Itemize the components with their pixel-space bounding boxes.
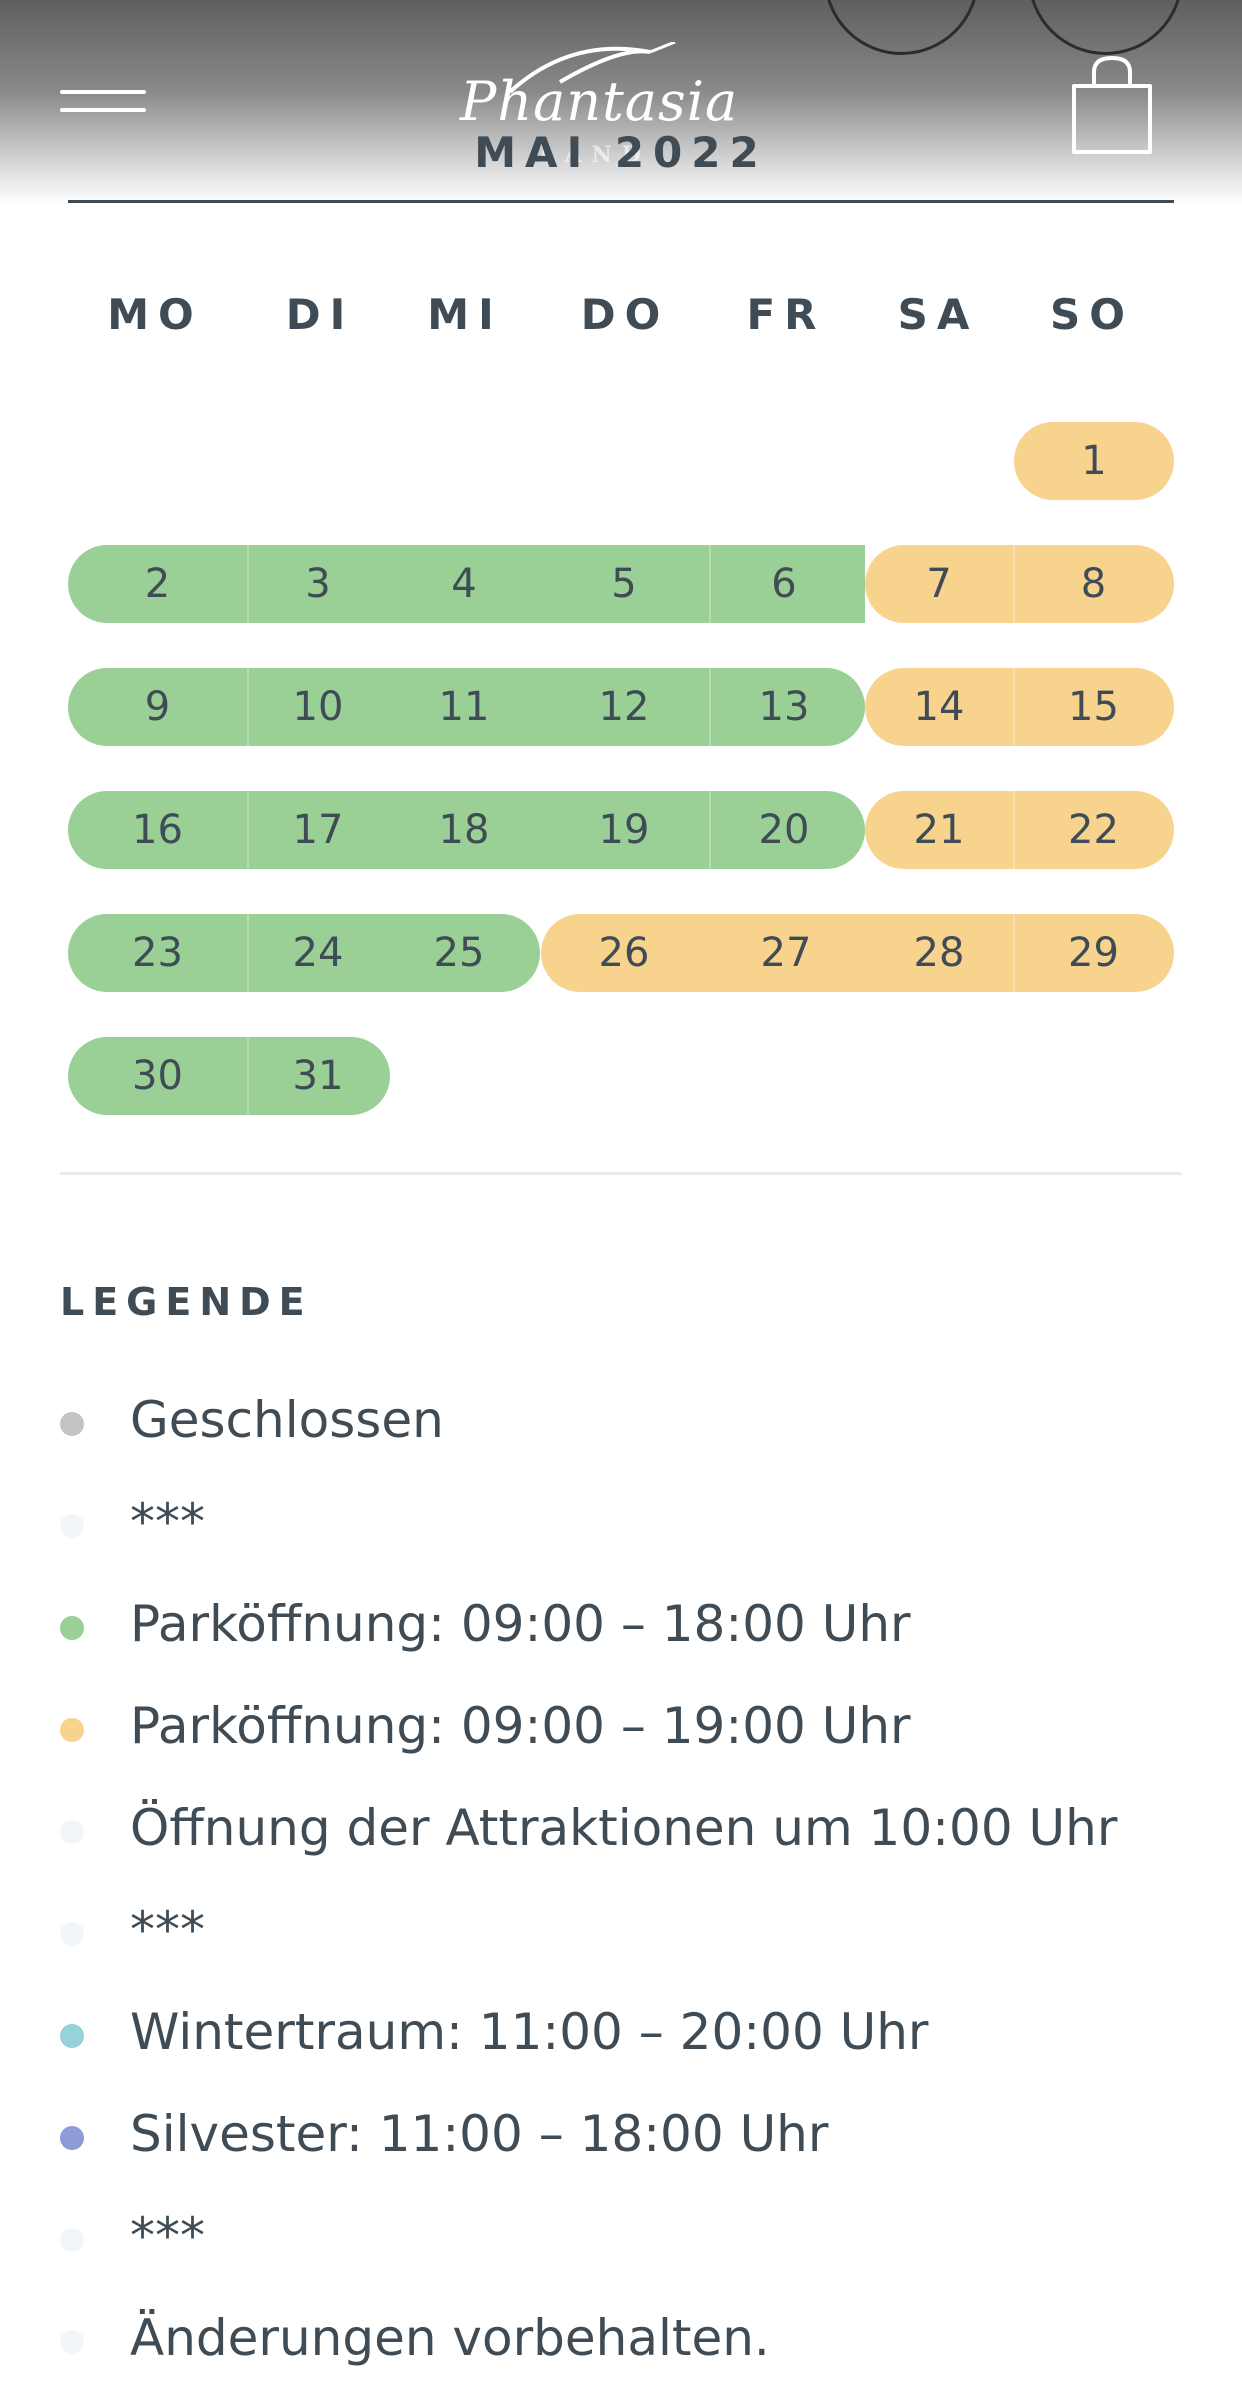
legend-label: *** [130,2207,205,2265]
calendar-day[interactable]: 17 [292,807,344,853]
calendar-day[interactable]: 5 [611,561,637,607]
calendar-day[interactable]: 13 [758,684,810,730]
calendar-week-3-yellow: 14 15 [865,668,1174,746]
calendar-day[interactable]: 30 [132,1053,183,1099]
legend-label: Änderungen vorbehalten. [130,2309,770,2367]
calendar-day[interactable]: 15 [1068,684,1119,730]
legend-item: Öffnung der Attraktionen um 10:00 Uhr [60,1793,1190,1863]
calendar-day[interactable]: 23 [132,930,183,976]
logo-text: Phantasia [460,70,739,133]
month-title: MAI 2022 [474,128,768,177]
legend-label: Geschlossen [130,1391,444,1449]
calendar-week-4-green: 16 17 18 19 20 [68,791,865,869]
legend-label: Silvester: 11:00 – 18:00 Uhr [130,2105,829,2163]
weekday-di: DI [285,290,355,339]
legend-item: *** [60,1895,1190,1965]
calendar-day[interactable]: 16 [132,807,183,853]
calendar-day[interactable]: 7 [926,561,952,607]
calendar-day[interactable]: 12 [598,684,650,730]
legend-dot-icon [60,2228,84,2252]
weekday-so: SO [1050,290,1134,339]
site-header: Phantasia LAND [0,0,1242,205]
weekday-do: DO [580,290,670,339]
shopping-bag-icon[interactable] [1070,54,1154,156]
legend-dot-icon [60,2024,84,2048]
legend-item: Änderungen vorbehalten. [60,2303,1190,2373]
legend-item: Parköffnung: 09:00 – 18:00 Uhr [60,1589,1190,1659]
calendar-day[interactable]: 9 [144,684,171,730]
legend-dot-icon [60,1616,84,1640]
calendar-week-4-yellow: 21 22 [865,791,1174,869]
calendar-day[interactable]: 14 [913,684,965,730]
calendar-day[interactable]: 6 [771,561,797,607]
legend-dot-icon [60,1412,84,1436]
legend-item: *** [60,2201,1190,2271]
calendar-day[interactable]: 29 [1068,930,1119,976]
calendar-day[interactable]: 19 [598,807,650,853]
calendar-day[interactable]: 11 [438,684,490,730]
calendar-week-2-green: 2 3 4 5 6 [68,545,865,623]
calendar-week-6-green: 30 31 [68,1037,390,1115]
calendar-day[interactable]: 8 [1080,561,1107,607]
legend-title: LEGENDE [60,1280,313,1324]
calendar-day[interactable]: 31 [292,1053,344,1099]
legend-dot-icon [60,1718,84,1742]
legend-dot-icon [60,1922,84,1946]
calendar-day[interactable]: 1 [1081,438,1107,484]
divider [60,1172,1182,1175]
calendar-week-5-yellow: 26 27 28 29 [541,914,1174,992]
calendar-day[interactable]: 27 [760,930,812,976]
calendar-day[interactable]: 28 [913,930,965,976]
legend-label: Parköffnung: 09:00 – 19:00 Uhr [130,1697,911,1755]
calendar-day[interactable]: 26 [598,930,650,976]
calendar-day[interactable]: 20 [758,807,810,853]
weekday-mo: MO [107,290,203,339]
legend-label: Wintertraum: 11:00 – 20:00 Uhr [130,2003,929,2061]
calendar-day[interactable]: 24 [292,930,344,976]
calendar-week-3-green: 9 10 11 12 13 [68,668,865,746]
legend-item: Parköffnung: 09:00 – 19:00 Uhr [60,1691,1190,1761]
calendar-week-1: 1 [1014,422,1174,500]
hamburger-menu-icon[interactable] [60,84,150,118]
legend-item: Wintertraum: 11:00 – 20:00 Uhr [60,1997,1190,2067]
circle-button[interactable] [824,0,979,55]
calendar-day[interactable]: 4 [451,561,477,607]
legend-dot-icon [60,1820,84,1844]
calendar-day[interactable]: 3 [305,561,331,607]
legend-dot-icon [60,2126,84,2150]
calendar-day[interactable]: 25 [433,930,485,976]
legend-item: *** [60,1487,1190,1557]
legend-dot-icon [60,1514,84,1538]
legend-label: Öffnung der Attraktionen um 10:00 Uhr [130,1799,1118,1857]
calendar-day[interactable]: 10 [292,684,344,730]
divider [68,200,1174,203]
legend-label: *** [130,1493,205,1551]
weekday-mi: MI [427,290,503,339]
legend-dot-icon [60,2330,84,2354]
phantasialand-logo[interactable]: Phantasia LAND [460,42,739,168]
calendar-day[interactable]: 2 [144,561,171,607]
calendar-week-5-green: 23 24 25 [68,914,540,992]
legend-label: Parköffnung: 09:00 – 18:00 Uhr [130,1595,911,1653]
weekday-sa: SA [897,290,979,339]
weekday-fr: FR [746,290,826,339]
circle-button[interactable] [1028,0,1183,55]
calendar-week-2-yellow: 7 8 [865,545,1174,623]
calendar-day[interactable]: 22 [1068,807,1119,853]
legend-item: Silvester: 11:00 – 18:00 Uhr [60,2099,1190,2169]
legend-item: Geschlossen [60,1385,1190,1455]
calendar-day[interactable]: 18 [438,807,490,853]
legend-label: *** [130,1901,205,1959]
logo-subtext: LAND [539,142,651,168]
calendar-day[interactable]: 21 [913,807,965,853]
